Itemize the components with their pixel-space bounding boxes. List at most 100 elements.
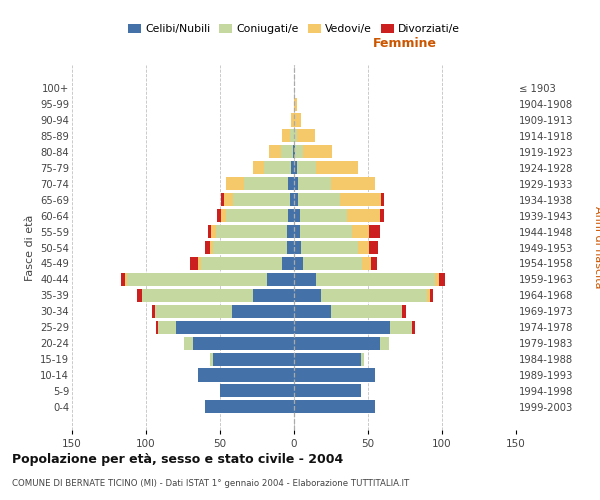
Bar xyxy=(291,114,294,126)
Bar xyxy=(294,384,361,398)
Bar xyxy=(294,98,297,110)
Bar xyxy=(211,225,215,238)
Bar xyxy=(152,304,155,318)
Bar xyxy=(294,273,316,286)
Bar xyxy=(358,241,370,254)
Bar xyxy=(347,209,380,222)
Bar xyxy=(294,209,300,222)
Bar xyxy=(253,289,294,302)
Bar xyxy=(382,193,384,206)
Bar xyxy=(184,336,193,349)
Bar xyxy=(430,289,433,302)
Bar xyxy=(361,352,364,366)
Bar xyxy=(294,336,380,349)
Bar xyxy=(402,304,406,318)
Text: Popolazione per età, sesso e stato civile - 2004: Popolazione per età, sesso e stato civil… xyxy=(12,452,343,466)
Bar xyxy=(137,289,142,302)
Bar xyxy=(205,400,294,413)
Bar xyxy=(290,193,294,206)
Bar xyxy=(294,177,298,190)
Bar xyxy=(331,304,402,318)
Bar xyxy=(176,320,294,334)
Bar xyxy=(316,273,434,286)
Bar xyxy=(198,368,294,382)
Bar xyxy=(201,257,282,270)
Bar xyxy=(294,162,297,174)
Bar xyxy=(142,289,253,302)
Bar xyxy=(198,257,201,270)
Bar xyxy=(281,146,293,158)
Bar xyxy=(127,273,268,286)
Bar xyxy=(294,193,298,206)
Bar xyxy=(298,193,340,206)
Bar xyxy=(370,241,379,254)
Bar xyxy=(233,193,290,206)
Bar xyxy=(294,225,300,238)
Bar xyxy=(221,193,224,206)
Bar xyxy=(434,273,439,286)
Bar xyxy=(390,320,412,334)
Bar xyxy=(265,162,291,174)
Bar xyxy=(294,130,297,142)
Bar xyxy=(294,146,295,158)
Text: COMUNE DI BERNATE TICINO (MI) - Dati ISTAT 1° gennaio 2004 - Elaborazione TUTTIT: COMUNE DI BERNATE TICINO (MI) - Dati IST… xyxy=(12,479,409,488)
Bar xyxy=(297,162,316,174)
Bar xyxy=(220,384,294,398)
Bar xyxy=(297,130,315,142)
Bar xyxy=(427,289,430,302)
Bar xyxy=(209,241,212,254)
Bar xyxy=(205,241,209,254)
Text: Femmine: Femmine xyxy=(373,38,437,51)
Bar xyxy=(244,177,288,190)
Bar xyxy=(294,257,303,270)
Bar xyxy=(282,130,290,142)
Bar xyxy=(121,273,125,286)
Bar xyxy=(293,146,294,158)
Bar xyxy=(212,241,287,254)
Bar xyxy=(158,320,176,334)
Bar xyxy=(193,336,294,349)
Bar xyxy=(232,304,294,318)
Bar xyxy=(316,162,358,174)
Bar xyxy=(295,146,303,158)
Bar xyxy=(282,257,294,270)
Bar xyxy=(290,130,294,142)
Bar xyxy=(226,177,244,190)
Bar xyxy=(294,289,320,302)
Bar xyxy=(294,320,390,334)
Bar xyxy=(300,209,347,222)
Legend: Celibi/Nubili, Coniugati/e, Vedovi/e, Divorziati/e: Celibi/Nubili, Coniugati/e, Vedovi/e, Di… xyxy=(124,20,464,38)
Bar xyxy=(155,304,232,318)
Bar xyxy=(288,209,294,222)
Bar xyxy=(291,162,294,174)
Bar xyxy=(331,177,376,190)
Bar xyxy=(439,273,445,286)
Bar xyxy=(294,400,376,413)
Bar xyxy=(125,273,127,286)
Bar xyxy=(380,209,384,222)
Bar xyxy=(226,209,288,222)
Y-axis label: Anni di nascita: Anni di nascita xyxy=(593,206,600,289)
Bar xyxy=(412,320,415,334)
Bar xyxy=(217,209,221,222)
Bar xyxy=(268,273,294,286)
Bar xyxy=(298,177,331,190)
Bar xyxy=(301,241,358,254)
Bar xyxy=(303,146,332,158)
Bar xyxy=(215,225,287,238)
Bar xyxy=(269,146,281,158)
Bar xyxy=(303,257,362,270)
Bar xyxy=(380,336,389,349)
Bar xyxy=(190,257,198,270)
Bar xyxy=(294,114,301,126)
Bar xyxy=(294,368,376,382)
Bar xyxy=(287,241,294,254)
Bar xyxy=(212,352,294,366)
Bar xyxy=(294,304,331,318)
Bar xyxy=(288,177,294,190)
Bar xyxy=(294,241,301,254)
Bar xyxy=(352,225,370,238)
Bar xyxy=(253,162,265,174)
Bar xyxy=(340,193,382,206)
Bar xyxy=(320,289,427,302)
